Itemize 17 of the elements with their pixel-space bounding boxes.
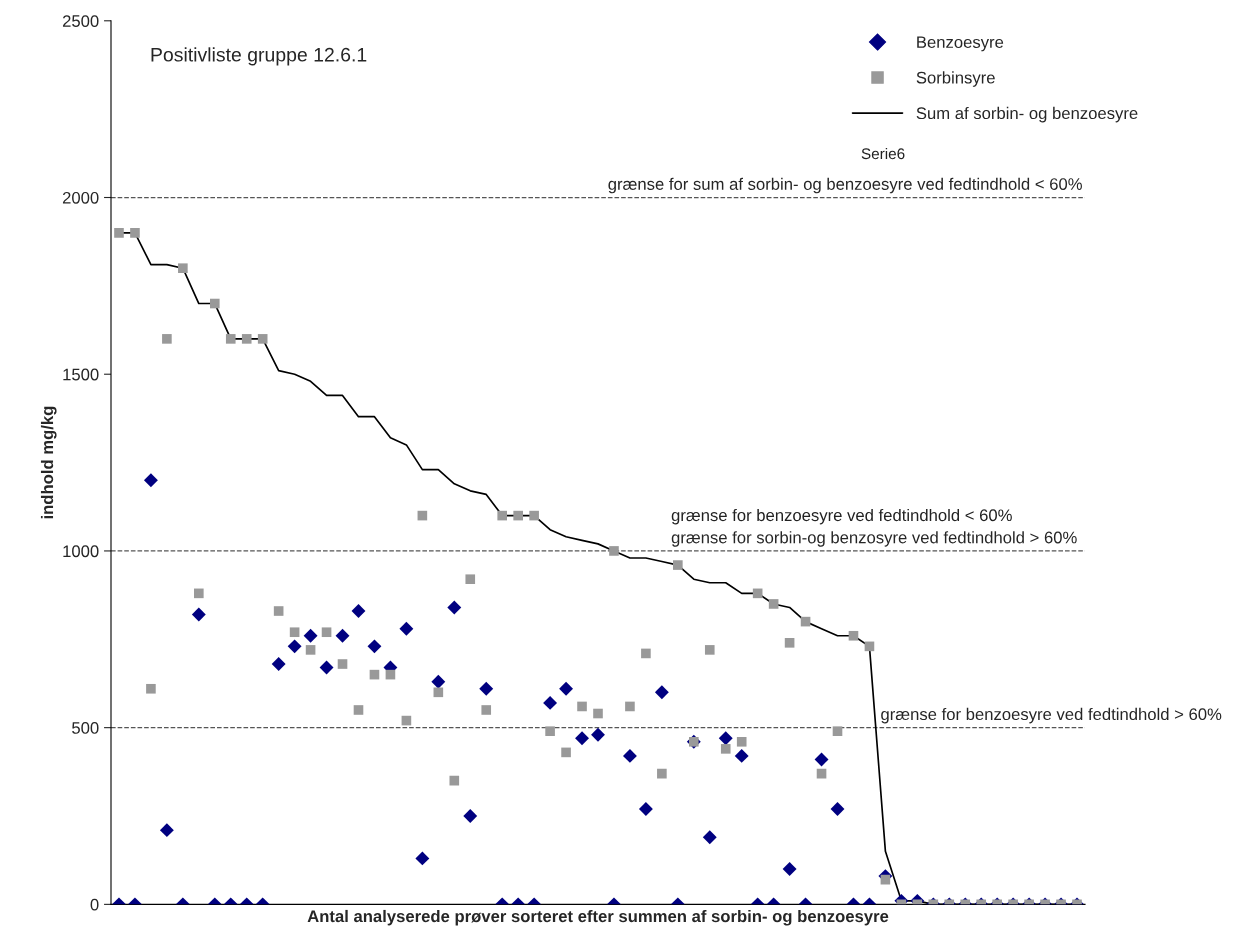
legend-label: Sum af sorbin- og benzoesyre xyxy=(916,106,1138,123)
annotation: Serie6 xyxy=(861,147,905,160)
y-tick-label: 2500 xyxy=(62,15,99,27)
ref-line-label: grænse for sorbin-og benzosyre ved fedtindhold > 60% xyxy=(671,531,1077,547)
y-tick-label: 0 xyxy=(90,898,99,911)
ref-line-label: grænse for sum af sorbin- og benzoesyre ved fedtindhold < 60% xyxy=(608,177,1082,194)
x-axis-title: Antal analyserede prøver sorteret efter summen af sorbin- og benzoesyre xyxy=(307,909,889,926)
legend-label: Benzoesyre xyxy=(917,36,1004,52)
ref-line-label: grænse for benzoesyre ved fedtindhold > 60% xyxy=(881,707,1222,724)
y-axis-title: indhold mg/kg xyxy=(40,406,57,519)
annotation: grænse for benzoesyre ved fedtindhold < 60% xyxy=(671,508,1012,525)
y-tick-label: 2000 xyxy=(62,191,99,204)
y-tick-label: 1500 xyxy=(63,368,99,381)
y-tick-label: 500 xyxy=(72,722,99,734)
y-tick-label: 1000 xyxy=(63,545,99,558)
text: Positivliste gruppe 12.6.1 xyxy=(151,47,367,66)
legend-label: Sorbinsyre xyxy=(916,71,995,87)
